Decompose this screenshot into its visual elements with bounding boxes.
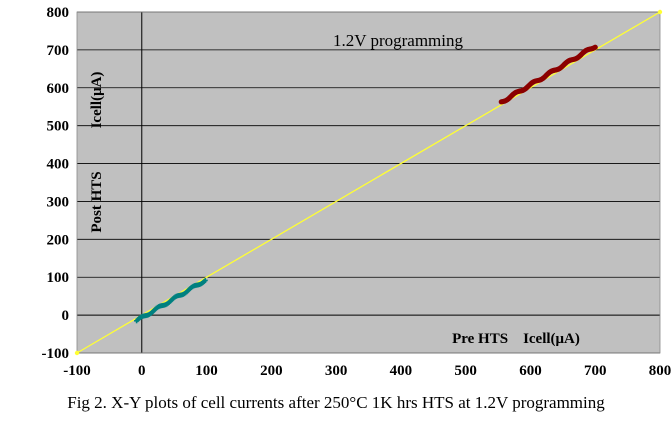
plot-border bbox=[76, 11, 661, 354]
x-tick-label: 400 bbox=[390, 363, 413, 379]
y-tick-label: 500 bbox=[47, 119, 70, 135]
x-tick-label: 200 bbox=[260, 363, 283, 379]
x-tick-label: 500 bbox=[454, 363, 477, 379]
data-point bbox=[202, 277, 208, 283]
reference-endpoint bbox=[74, 350, 80, 356]
y-tick-label: 200 bbox=[47, 232, 70, 248]
chart-title: 1.2V programming bbox=[333, 31, 464, 50]
x-tick-label: 600 bbox=[519, 363, 542, 379]
figure-caption: Fig 2. X-Y plots of cell currents after … bbox=[67, 393, 605, 412]
x-tick-label: 800 bbox=[649, 363, 672, 379]
axes bbox=[76, 11, 661, 354]
scatter-chart: -100 0 100 200 300 400 500 600 700 800 -100 0 100 20… bbox=[42, 5, 672, 379]
data-point bbox=[592, 44, 598, 50]
y-tick-label: 700 bbox=[47, 43, 70, 59]
x-tick-label: 100 bbox=[195, 363, 218, 379]
y-tick-label: 300 bbox=[47, 194, 70, 210]
x-tick-label: 0 bbox=[138, 363, 146, 379]
data-points bbox=[134, 44, 598, 324]
x-tick-label: 300 bbox=[325, 363, 348, 379]
x-tick-label: -100 bbox=[63, 363, 91, 379]
y-axis-label-bottom: Post HTS bbox=[89, 171, 105, 232]
chart-svg: -100 0 100 200 300 400 500 600 700 800 -100 0 100 20… bbox=[42, 5, 672, 379]
x-axis-label: Pre HTS Icell(μA) bbox=[452, 331, 580, 347]
y-tick-label: 600 bbox=[47, 81, 70, 97]
y-tick-label: 800 bbox=[47, 5, 70, 21]
y-tick-labels: -100 0 100 200 300 400 500 600 700 800 bbox=[42, 5, 70, 362]
x-tick-label: 700 bbox=[584, 363, 607, 379]
y-tick-label: 100 bbox=[47, 270, 70, 286]
y-tick-label: 0 bbox=[62, 308, 70, 324]
y-tick-label: -100 bbox=[42, 346, 70, 362]
y-tick-label: 400 bbox=[47, 157, 70, 173]
x-tick-labels: -100 0 100 200 300 400 500 600 700 800 bbox=[63, 363, 671, 379]
y-axis-label-top: Icell(μA) bbox=[89, 72, 105, 129]
reference-endpoint bbox=[657, 9, 663, 15]
